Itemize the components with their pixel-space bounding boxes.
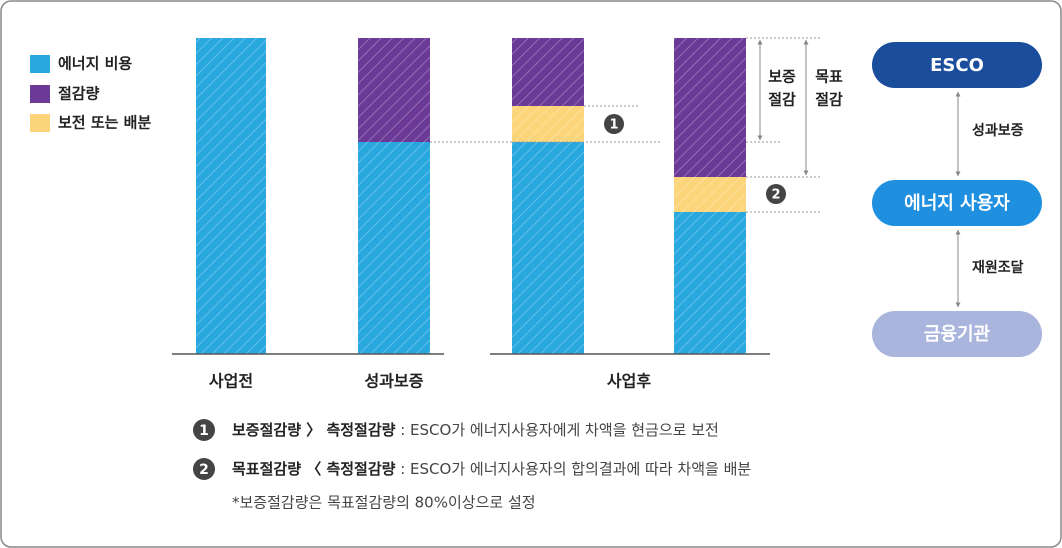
- note-bold: 보증절감량 〉 측정절감량: [232, 421, 396, 439]
- bracket-label: 절감: [815, 91, 843, 109]
- note: 보증절감량 〉 측정절감량 : ESCO가 에너지사용자에게 차액을 현금으로 …: [232, 421, 719, 439]
- legend-swatch: [30, 85, 50, 103]
- edge-label: 재원조달: [972, 260, 1024, 276]
- node-label: 금융기관: [924, 324, 991, 345]
- hatch: [512, 38, 584, 354]
- node-label: ESCO: [930, 55, 984, 76]
- marker: [766, 184, 786, 204]
- node: [872, 180, 1042, 226]
- node-label: 에너지 사용자: [904, 193, 1010, 214]
- legend-label: 절감량: [58, 85, 100, 103]
- note-bold: 목표절감량 〈 측정절감량: [232, 460, 396, 478]
- category-label: 사업후: [607, 372, 651, 391]
- footnote: *보증절감량은 목표절감량의 80%이상으로 설정: [232, 494, 536, 512]
- marker-label: 2: [771, 188, 780, 203]
- node: [872, 42, 1042, 88]
- note-marker: [193, 419, 215, 441]
- bracket-label: 목표: [815, 68, 843, 86]
- legend-swatch: [30, 114, 50, 132]
- edge-label: 성과보증: [972, 123, 1024, 139]
- legend-label: 에너지 비용: [58, 55, 132, 73]
- category-label: 성과보증: [365, 372, 424, 391]
- node: [872, 311, 1042, 357]
- bracket-label: 절감: [768, 91, 796, 109]
- note-text: : ESCO가 에너지사용자에게 차액을 현금으로 보전: [395, 421, 718, 439]
- note-marker-label: 2: [199, 462, 209, 478]
- hatch: [674, 38, 746, 354]
- legend-swatch: [30, 55, 50, 73]
- category-label: 사업전: [209, 372, 253, 391]
- note-marker-label: 1: [199, 423, 209, 439]
- hatch: [358, 38, 430, 354]
- bracket-label: 보증: [768, 68, 796, 86]
- hatch: [196, 38, 266, 354]
- legend: 에너지 비용 절감량 보전 또는 배분: [30, 55, 151, 132]
- note-text: : ESCO가 에너지사용자의 합의결과에 따라 차액을 배분: [395, 460, 751, 478]
- legend-label: 보전 또는 배분: [58, 114, 151, 132]
- guides: [430, 37, 822, 213]
- bars: [196, 38, 746, 354]
- marker-label: 1: [609, 118, 618, 133]
- note-marker: [193, 458, 215, 480]
- marker: [604, 114, 624, 134]
- note: 목표절감량 〈 측정절감량 : ESCO가 에너지사용자의 합의결과에 따라 차…: [232, 460, 751, 478]
